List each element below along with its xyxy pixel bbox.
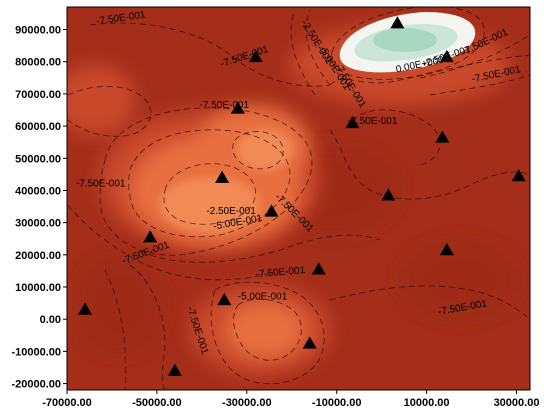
y-tick-label: 70000.00 [15,89,61,101]
y-tick-label: 50000.00 [15,153,61,165]
contour-line [129,264,166,390]
contour-line [329,129,530,200]
contour-label: -5.00E-001 [238,291,288,302]
station-marker [248,49,263,63]
station-marker [311,262,326,275]
station-marker [143,230,158,243]
station-marker [345,115,360,129]
station-marker [215,170,230,183]
y-tick-label: 60000.00 [15,121,61,133]
contour-label: -7.50E-001 [348,116,398,127]
station-marker [167,363,182,376]
contour-band-peak [160,177,260,233]
contour-line [429,74,530,96]
high-value-zone [339,12,476,73]
station-marker [439,49,454,63]
y-tick-label: 80000.00 [15,57,61,69]
contour-band-high [225,302,305,358]
contour-line [104,269,127,390]
x-tick-label: 10000.00 [404,397,450,409]
station-marker [217,292,232,306]
contour-label: -7.50E-001 [200,100,250,111]
contour-line [305,9,331,86]
contour-line [329,54,530,86]
x-tick-label: -70000.00 [42,397,92,409]
y-tick-label: 10000.00 [15,282,61,294]
y-tick-label: 0.00 [40,314,61,326]
contour-band-low [400,240,520,320]
x-tick-label: 30000.00 [494,397,540,409]
station-marker [77,302,92,315]
contour-line [233,298,302,361]
contour-band-mid [67,65,135,135]
station-marker [381,188,396,201]
contour-line [67,204,276,281]
y-tick-label: 30000.00 [15,218,61,230]
contour-label: -7.50E-001 [76,179,126,190]
green-core [373,28,437,52]
contour-line [419,34,530,79]
contour-line [210,281,325,385]
contour-line [67,85,152,137]
contour-band-low [75,255,165,355]
contour-line [359,109,441,166]
contour-label: -2.50E-001 [206,206,256,217]
station-marker [264,204,279,217]
station-marker [230,101,245,114]
contour-line [290,9,316,96]
contour-fill [67,25,520,375]
y-axis: -20000.00 -10000.00 0.00 10000.00 20000.00 30… [11,25,67,391]
station-marker [511,168,526,182]
contour-line [149,234,381,263]
station-marker [302,336,317,349]
contour-line [89,22,331,87]
station-marker [435,130,450,143]
contour-line [128,129,291,238]
x-tick-label: -50000.00 [132,397,182,409]
y-tick-label: -10000.00 [11,346,61,358]
station-marker [390,16,405,29]
y-tick-label: 20000.00 [15,250,61,262]
x-tick-label: -30000.00 [222,397,272,409]
contour-line [331,7,485,80]
station-markers [77,16,526,376]
plot-area: -7.50E-001 -7.50E-001 -2.50E-001 -5.00E-001… [67,7,530,390]
contour-line [99,107,313,256]
y-tick-label: 40000.00 [15,185,61,197]
x-tick-label: -10000.00 [312,397,362,409]
contour-line [329,285,530,321]
y-tick-label: -20000.00 [11,379,61,391]
contour-lines [67,7,530,390]
contour-band-peak [237,130,293,170]
x-axis: -70000.00 -50000.00 -30000.00 -10000.00 1000… [42,390,539,409]
station-marker [439,242,454,256]
contour-line [232,131,284,170]
plot-frame [66,6,531,391]
contour-label: -7.50E-001 [255,265,306,280]
contour-line [163,163,256,225]
y-tick-label: 90000.00 [15,25,61,37]
